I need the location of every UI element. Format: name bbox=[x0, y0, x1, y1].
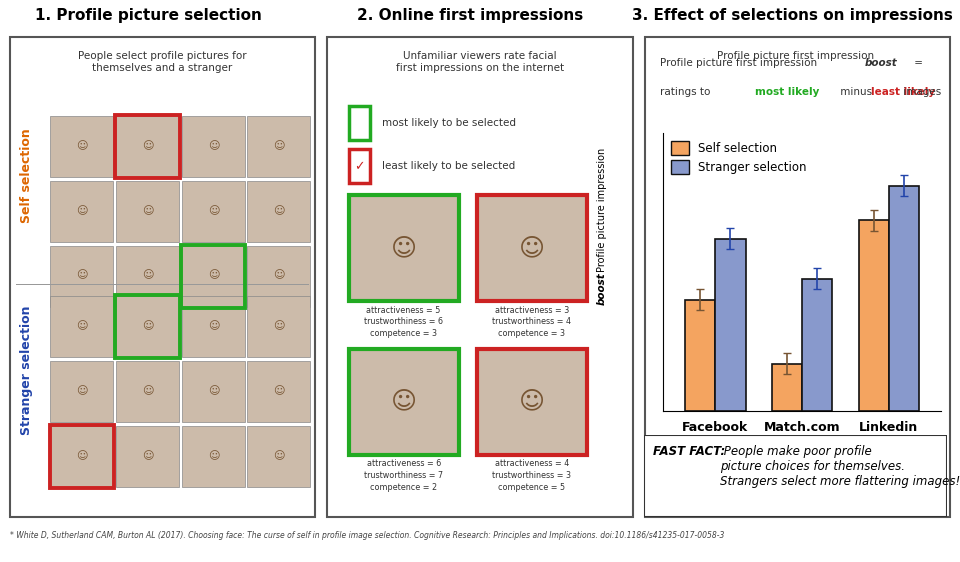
Text: Stranger selection: Stranger selection bbox=[20, 306, 33, 435]
Text: FAST FACT:: FAST FACT: bbox=[654, 445, 726, 458]
Text: ☺: ☺ bbox=[142, 451, 154, 461]
FancyBboxPatch shape bbox=[348, 106, 370, 140]
FancyBboxPatch shape bbox=[248, 426, 310, 487]
Text: ☺: ☺ bbox=[518, 236, 545, 260]
FancyBboxPatch shape bbox=[327, 37, 633, 517]
Legend: Self selection, Stranger selection: Self selection, Stranger selection bbox=[669, 139, 809, 177]
Text: Unfamiliar viewers rate facial
first impressions on the internet: Unfamiliar viewers rate facial first imp… bbox=[396, 51, 564, 72]
Text: attractiveness = 5
trustworthiness = 6
competence = 3: attractiveness = 5 trustworthiness = 6 c… bbox=[364, 306, 444, 338]
Text: ☺: ☺ bbox=[142, 270, 154, 280]
Text: ratings to: ratings to bbox=[660, 87, 714, 97]
Text: ✓: ✓ bbox=[354, 160, 365, 173]
FancyBboxPatch shape bbox=[181, 246, 245, 307]
Text: ☺: ☺ bbox=[391, 236, 417, 260]
FancyBboxPatch shape bbox=[50, 181, 113, 242]
FancyBboxPatch shape bbox=[248, 361, 310, 422]
FancyBboxPatch shape bbox=[116, 426, 180, 487]
FancyBboxPatch shape bbox=[50, 426, 113, 487]
Text: least likely: least likely bbox=[871, 87, 935, 97]
Text: ☺: ☺ bbox=[142, 141, 154, 151]
FancyBboxPatch shape bbox=[50, 361, 113, 422]
Text: ☺: ☺ bbox=[207, 321, 219, 331]
Text: ☺: ☺ bbox=[77, 206, 88, 216]
Bar bbox=[772, 364, 802, 411]
FancyBboxPatch shape bbox=[181, 181, 245, 242]
Text: Profile picture first impression: Profile picture first impression bbox=[717, 51, 877, 61]
FancyBboxPatch shape bbox=[248, 296, 310, 357]
FancyBboxPatch shape bbox=[248, 116, 310, 177]
FancyBboxPatch shape bbox=[15, 283, 309, 285]
Bar bbox=[715, 239, 746, 411]
Text: images: images bbox=[900, 87, 941, 97]
Text: minus: minus bbox=[837, 87, 876, 97]
Text: attractiveness = 4
trustworthiness = 3
competence = 5: attractiveness = 4 trustworthiness = 3 c… bbox=[492, 459, 571, 492]
Text: ☺: ☺ bbox=[207, 386, 219, 396]
FancyBboxPatch shape bbox=[50, 116, 113, 177]
FancyBboxPatch shape bbox=[477, 349, 587, 455]
Text: ☺: ☺ bbox=[207, 141, 219, 151]
FancyBboxPatch shape bbox=[348, 149, 370, 183]
FancyBboxPatch shape bbox=[644, 436, 948, 517]
Text: ☺: ☺ bbox=[142, 386, 154, 396]
Bar bbox=[684, 300, 715, 411]
FancyBboxPatch shape bbox=[181, 361, 245, 422]
Text: ☺: ☺ bbox=[274, 270, 285, 280]
Text: boost: boost bbox=[865, 58, 898, 68]
Text: 3. Effect of selections on impressions: 3. Effect of selections on impressions bbox=[632, 8, 952, 24]
Text: attractiveness = 6
trustworthiness = 7
competence = 2: attractiveness = 6 trustworthiness = 7 c… bbox=[364, 459, 444, 492]
FancyBboxPatch shape bbox=[248, 246, 310, 307]
Text: ☺: ☺ bbox=[274, 451, 285, 461]
FancyBboxPatch shape bbox=[116, 296, 180, 357]
Bar bbox=[889, 185, 920, 411]
FancyBboxPatch shape bbox=[477, 195, 587, 301]
Text: ☺: ☺ bbox=[274, 386, 285, 396]
Text: ☺: ☺ bbox=[77, 451, 88, 461]
Text: most likely: most likely bbox=[755, 87, 819, 97]
Text: ☺: ☺ bbox=[207, 451, 219, 461]
Text: 2. Online first impressions: 2. Online first impressions bbox=[357, 8, 584, 24]
Text: ☺: ☺ bbox=[207, 206, 219, 216]
Text: attractiveness = 3
trustworthiness = 4
competence = 3: attractiveness = 3 trustworthiness = 4 c… bbox=[492, 306, 571, 338]
FancyBboxPatch shape bbox=[116, 116, 180, 177]
FancyBboxPatch shape bbox=[248, 181, 310, 242]
Text: ☺: ☺ bbox=[274, 321, 285, 331]
Text: ☺: ☺ bbox=[274, 206, 285, 216]
Text: ☺: ☺ bbox=[391, 389, 417, 414]
Text: ☺: ☺ bbox=[518, 389, 545, 414]
Text: =: = bbox=[911, 58, 923, 68]
Text: Profile picture first impression: Profile picture first impression bbox=[660, 58, 821, 68]
Text: Profile picture impression: Profile picture impression bbox=[597, 144, 607, 272]
Text: ☺: ☺ bbox=[142, 321, 154, 331]
Text: People select profile pictures for
themselves and a stranger: People select profile pictures for thems… bbox=[78, 51, 247, 72]
Text: Self selection: Self selection bbox=[20, 129, 33, 223]
FancyBboxPatch shape bbox=[116, 361, 180, 422]
FancyBboxPatch shape bbox=[348, 349, 459, 455]
Text: ☺: ☺ bbox=[77, 321, 88, 331]
Bar bbox=[858, 220, 889, 411]
Text: ☺: ☺ bbox=[77, 386, 88, 396]
FancyBboxPatch shape bbox=[116, 181, 180, 242]
FancyBboxPatch shape bbox=[50, 296, 113, 357]
FancyBboxPatch shape bbox=[181, 426, 245, 487]
Bar bbox=[802, 279, 832, 411]
Text: ☺: ☺ bbox=[142, 206, 154, 216]
Text: ☺: ☺ bbox=[274, 141, 285, 151]
FancyBboxPatch shape bbox=[645, 37, 950, 517]
Text: * White D, Sutherland CAM, Burton AL (2017). Choosing face: The curse of self in: * White D, Sutherland CAM, Burton AL (20… bbox=[10, 531, 724, 540]
Text: ☺: ☺ bbox=[77, 141, 88, 151]
FancyBboxPatch shape bbox=[348, 195, 459, 301]
FancyBboxPatch shape bbox=[10, 37, 315, 517]
Text: ☺: ☺ bbox=[207, 270, 219, 280]
Text: boost: boost bbox=[597, 272, 607, 305]
FancyBboxPatch shape bbox=[181, 296, 245, 357]
Text: ☺: ☺ bbox=[77, 270, 88, 280]
Text: People make poor profile
picture choices for themselves.
Strangers select more f: People make poor profile picture choices… bbox=[720, 445, 960, 488]
FancyBboxPatch shape bbox=[50, 246, 113, 307]
FancyBboxPatch shape bbox=[116, 246, 180, 307]
FancyBboxPatch shape bbox=[181, 116, 245, 177]
Text: 1. Profile picture selection: 1. Profile picture selection bbox=[36, 8, 262, 24]
Text: least likely to be selected: least likely to be selected bbox=[382, 161, 516, 171]
Text: most likely to be selected: most likely to be selected bbox=[382, 118, 516, 128]
